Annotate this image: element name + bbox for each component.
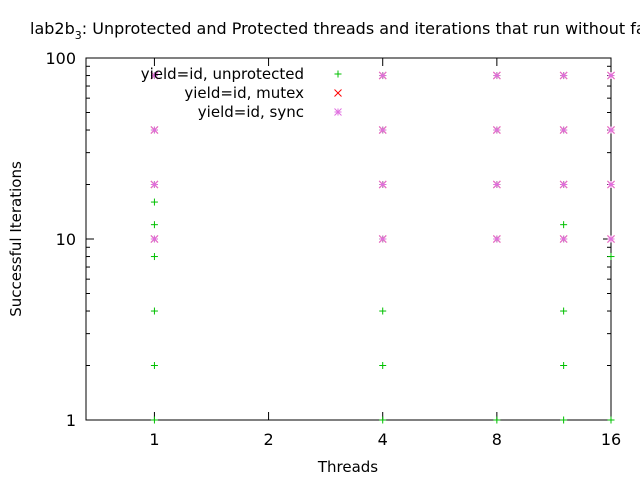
data-point xyxy=(607,71,615,80)
y-tick-label: 100 xyxy=(45,49,76,68)
plot-frame xyxy=(85,57,612,421)
axis-tick-labels: 1 2 4 8 16 1 10 100 xyxy=(45,49,621,449)
series-1 xyxy=(150,72,615,424)
data-point xyxy=(493,180,501,189)
data-point xyxy=(560,221,568,229)
data-point xyxy=(150,307,158,315)
data-point xyxy=(150,253,158,261)
data-point xyxy=(378,235,387,243)
legend-marker xyxy=(334,108,342,116)
x-axis-label: Threads xyxy=(317,458,378,476)
data-point xyxy=(379,416,387,424)
x-tick-label: 2 xyxy=(263,430,273,449)
data-point xyxy=(559,71,568,80)
data-point xyxy=(379,362,387,370)
data-point xyxy=(150,126,159,134)
data-point xyxy=(607,235,615,243)
data-point xyxy=(493,71,501,80)
data-points xyxy=(150,71,615,424)
data-point xyxy=(607,126,615,134)
data-point xyxy=(560,307,568,315)
data-point xyxy=(493,235,501,243)
data-point xyxy=(493,416,501,424)
data-point xyxy=(559,180,568,189)
x-tick-label: 16 xyxy=(601,430,621,449)
series-3 xyxy=(150,71,615,243)
data-point xyxy=(607,180,615,189)
legend-marker xyxy=(334,70,342,78)
data-point xyxy=(493,126,501,134)
y-tick-label: 1 xyxy=(66,411,76,430)
y-tick-label: 10 xyxy=(56,230,76,249)
data-point xyxy=(559,126,568,134)
y-axis-label: Successful Iterations xyxy=(7,161,25,317)
legend-marker xyxy=(334,89,342,97)
data-point xyxy=(150,235,159,243)
data-point xyxy=(560,416,568,424)
data-point xyxy=(150,362,158,370)
data-point xyxy=(150,221,158,229)
legend-label: yield=id, unprotected xyxy=(141,65,304,83)
chart-title: lab2b3: Unprotected and Protected thread… xyxy=(30,19,640,42)
data-point xyxy=(150,198,158,206)
x-tick-label: 1 xyxy=(149,430,159,449)
data-point xyxy=(150,71,159,80)
legend-label: yield=id, sync xyxy=(198,103,304,121)
legend-label: yield=id, mutex xyxy=(184,84,304,102)
data-point xyxy=(560,362,568,370)
x-tick-label: 8 xyxy=(492,430,502,449)
x-tick-label: 4 xyxy=(378,430,388,449)
data-point xyxy=(607,253,615,261)
data-point xyxy=(559,235,568,243)
data-point xyxy=(378,71,387,80)
data-point xyxy=(378,126,387,134)
data-point xyxy=(378,180,387,189)
data-point xyxy=(607,416,615,424)
data-point xyxy=(379,307,387,315)
data-point xyxy=(150,180,159,189)
axis-ticks xyxy=(86,57,612,421)
data-point xyxy=(150,416,158,424)
